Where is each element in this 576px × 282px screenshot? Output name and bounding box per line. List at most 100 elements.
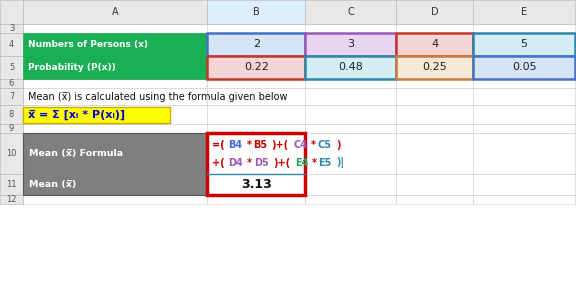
Text: 0.05: 0.05 [512, 62, 536, 72]
Bar [396, 174, 473, 195]
Bar [207, 133, 305, 195]
Text: 11: 11 [6, 180, 17, 189]
Text: 12: 12 [6, 195, 17, 204]
Text: B4: B4 [228, 140, 242, 151]
Bar [207, 56, 305, 79]
Text: Mean (x̅): Mean (x̅) [29, 180, 76, 189]
Text: Mean (x̅) is calculated using the formula given below: Mean (x̅) is calculated using the formul… [28, 92, 287, 102]
Text: 2: 2 [253, 39, 260, 49]
Text: B5: B5 [253, 140, 267, 151]
Bar [0, 124, 23, 133]
Bar [305, 33, 396, 56]
Bar [396, 79, 473, 88]
Bar [207, 56, 305, 79]
Bar [207, 24, 305, 33]
Text: E5: E5 [319, 158, 332, 168]
Bar [396, 56, 473, 79]
Text: Numbers of Persons (x): Numbers of Persons (x) [28, 40, 147, 49]
Text: Mean (x̅) Formula: Mean (x̅) Formula [29, 149, 123, 158]
Bar [305, 56, 396, 79]
Bar [473, 56, 575, 79]
Text: 0.48: 0.48 [338, 62, 363, 72]
Bar [207, 195, 305, 204]
Bar [207, 33, 305, 56]
Bar [396, 133, 473, 174]
Text: 9: 9 [9, 124, 14, 133]
Bar [207, 0, 305, 24]
Bar [396, 33, 473, 56]
Bar [23, 105, 207, 124]
Bar [473, 33, 575, 56]
Bar [0, 174, 23, 195]
Text: D5: D5 [254, 158, 268, 168]
Bar [396, 195, 473, 204]
Bar [23, 24, 207, 33]
Bar [23, 195, 207, 204]
Bar [23, 79, 207, 88]
Bar [473, 33, 575, 56]
Bar [305, 88, 396, 105]
Bar [305, 174, 396, 195]
Text: =(: =( [212, 140, 225, 151]
Bar [23, 174, 207, 195]
Text: +(: +( [212, 158, 225, 168]
Text: D4: D4 [228, 158, 243, 168]
Bar [23, 133, 207, 174]
Bar [207, 133, 305, 174]
Bar [207, 133, 305, 195]
Bar [473, 133, 575, 174]
Bar [473, 24, 575, 33]
Bar [23, 88, 207, 105]
Bar [305, 56, 396, 79]
Bar [0, 33, 23, 56]
Bar [473, 105, 575, 124]
Text: 0.22: 0.22 [244, 62, 269, 72]
Text: 4: 4 [431, 39, 438, 49]
Bar [23, 56, 207, 79]
Bar [23, 124, 207, 133]
Text: C: C [347, 7, 354, 17]
Text: E4: E4 [295, 158, 308, 168]
Bar [23, 33, 207, 56]
Bar [0, 56, 23, 79]
Bar [207, 174, 305, 195]
Bar [396, 56, 473, 79]
Text: 0.25: 0.25 [423, 62, 447, 72]
Bar [0, 133, 23, 174]
Bar [0, 24, 23, 33]
Bar [396, 124, 473, 133]
Bar [305, 24, 396, 33]
Text: )+(: )+( [273, 158, 290, 168]
Bar [207, 105, 305, 124]
Bar [0, 105, 23, 124]
Text: )|: )| [336, 157, 344, 168]
Text: A: A [112, 7, 119, 17]
Bar [207, 124, 305, 133]
Bar [396, 24, 473, 33]
Text: *: * [247, 140, 252, 151]
Bar [0, 79, 23, 88]
Text: 7: 7 [9, 92, 14, 101]
Bar [473, 124, 575, 133]
Bar [0, 0, 23, 24]
Text: 4: 4 [9, 40, 14, 49]
Text: C4: C4 [293, 140, 307, 151]
Bar [207, 79, 305, 88]
Bar [0, 195, 23, 204]
Bar [207, 88, 305, 105]
Text: )+(: )+( [271, 140, 288, 151]
Bar [305, 133, 396, 174]
Bar [305, 0, 396, 24]
Text: 6: 6 [9, 79, 14, 88]
Bar [473, 195, 575, 204]
Text: ): ) [336, 140, 340, 151]
Text: D: D [431, 7, 439, 17]
Bar [23, 107, 170, 123]
Text: 3.13: 3.13 [241, 178, 272, 191]
Bar [396, 0, 473, 24]
Bar [305, 33, 396, 56]
Text: *: * [312, 158, 317, 168]
Bar [473, 174, 575, 195]
Bar [0, 88, 23, 105]
Bar [305, 195, 396, 204]
